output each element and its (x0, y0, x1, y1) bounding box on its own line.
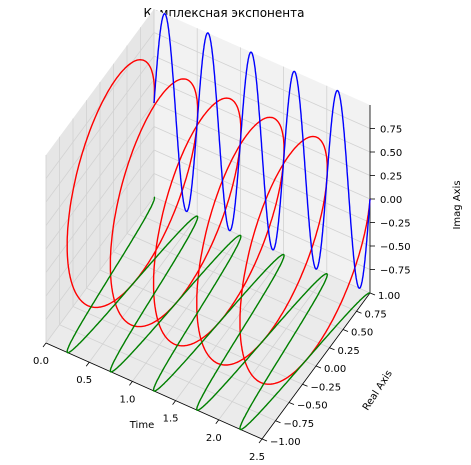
y-tick-label: −1.00 (270, 437, 301, 448)
grid-line-y (113, 63, 330, 349)
x-tick-label: 1.0 (119, 394, 135, 405)
y-tick-label: 0.50 (351, 328, 373, 339)
grid-line-y (99, 82, 317, 367)
x-tick-mark (85, 361, 90, 367)
z-axis-label: Imag Axis (452, 180, 463, 229)
y-tick-label: 0.00 (324, 364, 346, 375)
z-tick-label: −0.25 (380, 219, 411, 230)
series-line-3 (153, 13, 371, 289)
z-tick-label: 0.75 (380, 125, 402, 136)
z-tick-label: 0.50 (380, 148, 402, 159)
grid-line-z (45, 173, 371, 320)
z-tick-label: −0.75 (380, 266, 411, 277)
x-tick-mark (42, 342, 47, 348)
series-line-1 (66, 58, 371, 385)
x-tick-mark (215, 419, 220, 425)
y-axis-label: Real Axis (361, 369, 395, 413)
z-tick-label: −0.50 (380, 242, 411, 253)
y-tick-mark (369, 292, 376, 296)
y-tick-label: 1.00 (378, 291, 400, 302)
grid-line-y (140, 27, 357, 312)
x-tick-label: 0.5 (76, 375, 92, 386)
y-tick-label: 0.75 (365, 309, 387, 320)
y-tick-mark (275, 420, 281, 424)
y-tick-label: −0.75 (284, 419, 315, 430)
y-tick-mark (288, 402, 295, 405)
grid-line-y (59, 136, 276, 422)
x-tick-label: 0.0 (33, 356, 49, 367)
y-tick-label: 0.25 (338, 346, 360, 357)
grid-line-z (45, 32, 371, 179)
y-tick-mark (261, 438, 268, 442)
series-curves (66, 13, 371, 431)
y-tick-mark (302, 383, 308, 387)
x-tick-mark (172, 400, 176, 405)
chart-title: Комплексная экспонента (144, 6, 305, 20)
grid-line-z (45, 149, 371, 297)
x-tick-mark (129, 381, 133, 386)
y-tick-mark (315, 365, 322, 369)
series-line-2 (66, 196, 371, 431)
y-tick-label: −0.50 (297, 401, 328, 412)
x-axis-label: Time (129, 420, 154, 431)
x-tick-mark (258, 438, 263, 444)
tick-labels: 0.0 0.5 1.0 1.5 2.0 2.5 −1.00 −0.75 −0.50 −0.25 0.… (33, 125, 411, 464)
y-tick-mark (329, 347, 335, 351)
grid-line-z (45, 126, 371, 273)
y-tick-label: −0.25 (311, 382, 342, 393)
grid-line-y (126, 45, 344, 330)
x-tick-label: 1.5 (163, 414, 179, 425)
y-tick-mark (342, 329, 349, 332)
x-tick-label: 2.5 (249, 452, 265, 463)
y-tick-mark (356, 310, 362, 314)
x-tick-label: 2.0 (206, 433, 222, 444)
grid-line-y (86, 100, 303, 385)
z-tick-label: 0.25 (380, 172, 402, 183)
z-tick-label: 0.00 (380, 195, 402, 206)
